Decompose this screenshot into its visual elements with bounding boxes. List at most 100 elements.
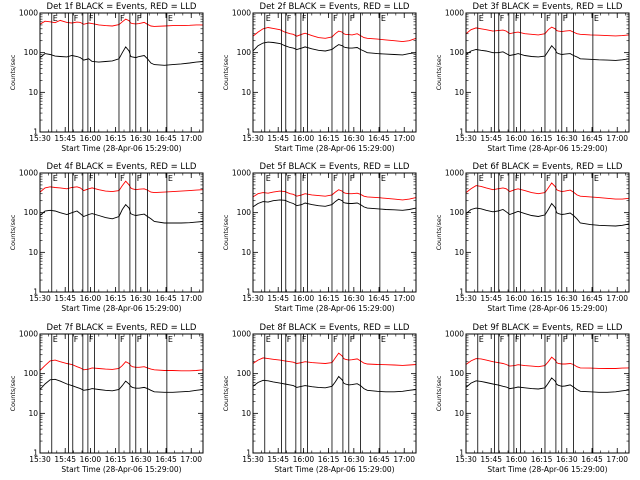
x-tick-label: 15:45 [54, 294, 76, 303]
x-tick-label: 15:45 [480, 134, 502, 143]
y-axis-label: Counts/sec [222, 214, 230, 250]
flag-label: F [500, 335, 505, 344]
flag-label: E [381, 335, 386, 344]
panel-title: Det 2f BLACK = Events, RED = LLD [260, 2, 410, 12]
y-axis-label: Counts/sec [222, 375, 230, 411]
flag-label: E [168, 174, 173, 183]
y-tick-label: 1 [33, 128, 38, 137]
series-line-lld [465, 182, 630, 200]
flag-label: F [333, 174, 338, 183]
x-tick-label: 16:45 [368, 455, 390, 464]
panel-title: Det 9f BLACK = Events, RED = LLD [473, 323, 623, 333]
x-tick-label: 15:30 [455, 294, 477, 303]
series-line-lld [252, 352, 417, 366]
x-axis-label: Start Time (28-Apr-06 15:29:00) [61, 304, 181, 313]
plot-frame [39, 333, 204, 454]
x-tick-label: 17:00 [180, 294, 202, 303]
series-line-events [252, 375, 417, 393]
x-tick-label: 17:00 [393, 455, 415, 464]
x-tick-label: 15:45 [267, 134, 289, 143]
panel-title: Det 5f BLACK = Events, RED = LLD [260, 162, 410, 172]
series-line-events [465, 202, 630, 227]
flag-label: E [266, 14, 271, 23]
y-tick-label: 100 [24, 369, 39, 378]
series-line-lld [252, 27, 417, 43]
x-tick-label: 16:30 [343, 294, 365, 303]
x-tick-label: 17:00 [606, 134, 628, 143]
y-tick-label: 1000 [445, 9, 464, 18]
y-tick-label: 100 [24, 48, 39, 57]
flag-label: F [515, 174, 520, 183]
x-tick-label: 17:00 [606, 455, 628, 464]
x-tick-label: 15:30 [29, 134, 51, 143]
flag-label: F [563, 14, 568, 23]
y-tick-label: 100 [24, 208, 39, 217]
panel-det-8: Det 8f BLACK = Events, RED = LLD Counts/s… [222, 323, 417, 474]
flag-label: F [89, 14, 94, 23]
flag-label: F [89, 335, 94, 344]
flag-label: E [479, 14, 484, 23]
series-line-events [465, 44, 630, 61]
y-tick-label: 10 [241, 248, 251, 257]
flag-label: F [333, 14, 338, 23]
panel-title: Det 7f BLACK = Events, RED = LLD [47, 323, 197, 333]
flag-label: F [500, 14, 505, 23]
x-tick-label: 16:15 [105, 455, 127, 464]
flag-label: F [302, 335, 307, 344]
flag-label: F [350, 335, 355, 344]
panel-title: Det 6f BLACK = Events, RED = LLD [473, 162, 623, 172]
flag-label: E [381, 174, 386, 183]
flag-label: F [74, 14, 79, 23]
x-tick-label: 16:15 [531, 455, 553, 464]
flag-label: F [120, 14, 125, 23]
x-tick-label: 16:15 [531, 134, 553, 143]
x-tick-label: 16:45 [581, 134, 603, 143]
flag-label: F [287, 14, 292, 23]
x-tick-label: 15:30 [29, 294, 51, 303]
flag-label: F [546, 174, 551, 183]
y-tick-label: 1000 [19, 330, 38, 339]
plot-frame [465, 172, 630, 293]
plot-frame [39, 172, 204, 293]
flag-label: F [120, 174, 125, 183]
flag-label: E [266, 174, 271, 183]
x-tick-label: 16:00 [506, 134, 528, 143]
x-tick-label: 16:45 [368, 134, 390, 143]
y-axis-label: Counts/sec [435, 214, 443, 250]
flag-label: F [89, 174, 94, 183]
series-line-events [39, 378, 204, 393]
x-tick-label: 15:45 [480, 455, 502, 464]
x-axis-label: Start Time (28-Apr-06 15:29:00) [61, 144, 181, 153]
x-axis-label: Start Time (28-Apr-06 15:29:00) [487, 144, 607, 153]
y-axis-label: Counts/sec [222, 54, 230, 90]
panel-title: Det 8f BLACK = Events, RED = LLD [260, 323, 410, 333]
x-tick-label: 16:15 [318, 294, 340, 303]
x-tick-label: 15:45 [267, 455, 289, 464]
y-tick-label: 1 [459, 128, 464, 137]
x-tick-label: 16:15 [318, 134, 340, 143]
panel-title: Det 4f BLACK = Events, RED = LLD [47, 162, 197, 172]
x-axis-label: Start Time (28-Apr-06 15:29:00) [274, 465, 394, 474]
y-tick-label: 1 [33, 449, 38, 458]
flag-label: F [302, 174, 307, 183]
x-tick-label: 16:00 [293, 134, 315, 143]
y-tick-label: 10 [454, 409, 464, 418]
panel-title: Det 1f BLACK = Events, RED = LLD [47, 2, 197, 12]
x-tick-label: 16:45 [155, 134, 177, 143]
y-tick-label: 10 [241, 88, 251, 97]
series-line-events [252, 198, 417, 211]
plot-frame [252, 333, 417, 454]
panel-det-1: Det 1f BLACK = Events, RED = LLD Counts/s… [9, 2, 204, 153]
flag-label: F [287, 174, 292, 183]
x-tick-label: 15:45 [54, 455, 76, 464]
flag-label: E [479, 335, 484, 344]
panel-det-6: Det 6f BLACK = Events, RED = LLD Counts/s… [435, 162, 630, 313]
flag-label: F [302, 14, 307, 23]
x-tick-label: 17:00 [180, 134, 202, 143]
y-tick-label: 1 [246, 288, 251, 297]
x-axis-label: Start Time (28-Apr-06 15:29:00) [61, 465, 181, 474]
y-axis-label: Counts/sec [9, 214, 17, 250]
x-tick-label: 17:00 [180, 455, 202, 464]
series-line-lld [39, 359, 204, 372]
